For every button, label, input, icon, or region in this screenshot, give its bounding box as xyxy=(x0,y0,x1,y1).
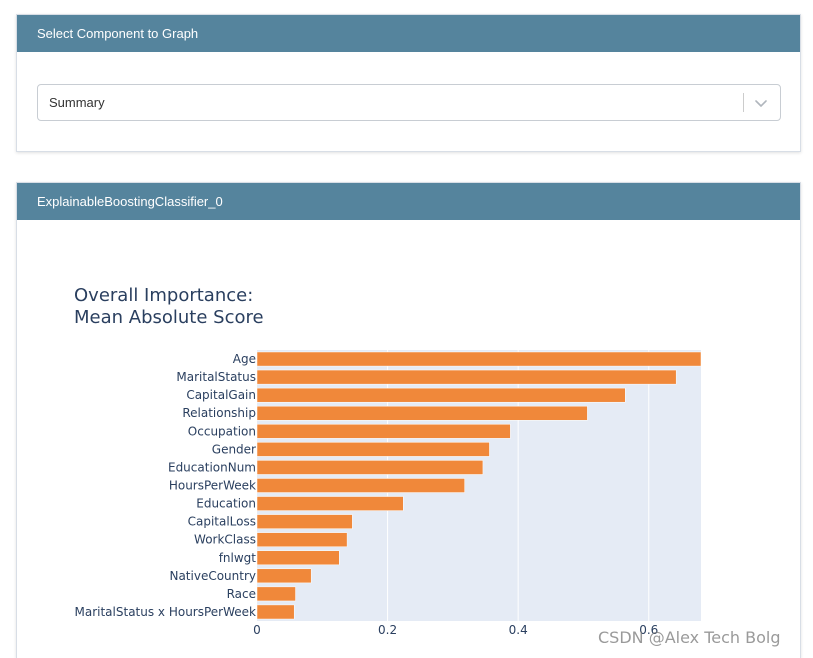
chart-title-line1: Overall Importance: xyxy=(74,285,253,306)
chevron-down-icon[interactable] xyxy=(752,94,770,112)
x-tick-label: 0.6 xyxy=(639,623,658,637)
bar-age[interactable] xyxy=(256,351,702,367)
component-select-dropdown[interactable]: Summary xyxy=(37,84,781,121)
bar-race[interactable] xyxy=(256,586,296,602)
bar-maritalstatus-x-hoursperweek[interactable] xyxy=(256,604,295,620)
x-tick-label: 0 xyxy=(253,623,261,637)
select-separator xyxy=(743,93,744,112)
category-label: WorkClass xyxy=(194,533,256,547)
component-select-header: Select Component to Graph xyxy=(17,15,800,52)
category-label: MaritalStatus xyxy=(176,370,256,384)
x-tick-label: 0.2 xyxy=(378,623,397,637)
watermark: CSDN @Alex Tech Bolg xyxy=(598,628,781,647)
bar-education[interactable] xyxy=(256,496,404,511)
component-select-panel: Select Component to Graph Summary xyxy=(16,14,801,152)
x-tick-label: 0.4 xyxy=(509,623,528,637)
category-label: CapitalLoss xyxy=(188,515,256,529)
bar-gender[interactable] xyxy=(256,442,490,457)
component-select-value: Summary xyxy=(49,95,105,110)
bar-capitalloss[interactable] xyxy=(256,514,353,529)
category-label: Race xyxy=(227,587,256,601)
category-label: HoursPerWeek xyxy=(169,479,256,493)
bar-occupation[interactable] xyxy=(256,424,511,439)
category-label: EducationNum xyxy=(168,460,256,474)
category-label: Education xyxy=(196,497,256,511)
bar-hoursperweek[interactable] xyxy=(256,478,465,493)
category-label: CapitalGain xyxy=(186,388,256,402)
bar-capitalgain[interactable] xyxy=(256,387,626,403)
model-panel-header: ExplainableBoostingClassifier_0 xyxy=(17,183,800,220)
bar-workclass[interactable] xyxy=(256,532,348,547)
chart-title-line2: Mean Absolute Score xyxy=(74,307,264,328)
bar-educationnum[interactable] xyxy=(256,460,484,475)
category-label: Gender xyxy=(212,442,256,456)
category-label: MaritalStatus x HoursPerWeek xyxy=(75,605,257,619)
category-label: Relationship xyxy=(182,406,256,420)
bar-relationship[interactable] xyxy=(256,405,588,421)
bar-fnlwgt[interactable] xyxy=(256,550,340,566)
bar-nativecountry[interactable] xyxy=(256,568,312,584)
category-label: Occupation xyxy=(188,424,256,438)
category-label: fnlwgt xyxy=(219,551,257,565)
bar-maritalstatus[interactable] xyxy=(256,369,677,385)
category-label: NativeCountry xyxy=(169,569,256,583)
category-label: Age xyxy=(233,352,256,366)
